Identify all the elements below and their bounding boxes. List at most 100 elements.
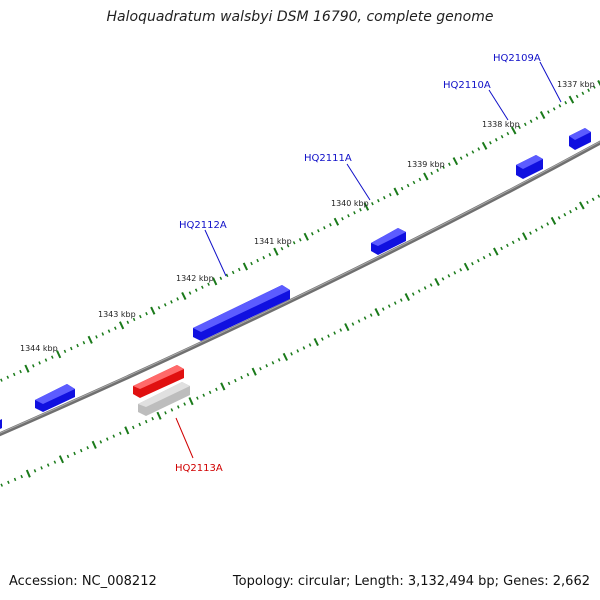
minor-tick — [95, 335, 98, 339]
major-tick — [374, 308, 380, 317]
gene-hq2112a[interactable] — [193, 285, 290, 341]
minor-tick — [341, 217, 344, 221]
gene-hq2111a[interactable] — [371, 228, 406, 255]
minor-tick — [183, 402, 186, 406]
minor-tick — [476, 258, 480, 263]
minor-tick — [597, 194, 600, 198]
minor-tick — [500, 246, 503, 251]
minor-tick — [557, 216, 561, 220]
major-tick — [212, 277, 218, 286]
minor-tick — [208, 390, 212, 395]
major-tick — [24, 364, 30, 373]
minor-tick — [194, 288, 198, 292]
minor-tick — [139, 314, 142, 319]
major-tick — [242, 262, 249, 271]
minor-tick — [82, 341, 86, 345]
major-tick — [220, 382, 226, 391]
minor-tick — [163, 303, 167, 307]
minor-tick — [540, 225, 544, 229]
minor-tick — [145, 311, 148, 316]
gene-label-hq2113a[interactable]: HQ2113A — [175, 463, 223, 474]
minor-tick — [482, 255, 486, 260]
gene-label-hq2112a[interactable]: HQ2112A — [179, 220, 227, 231]
minor-tick — [144, 419, 148, 424]
minor-tick — [382, 195, 386, 200]
minor-tick — [430, 171, 434, 176]
minor-tick — [353, 211, 356, 215]
major-tick — [404, 293, 410, 302]
minor-tick — [529, 231, 532, 235]
minor-tick — [563, 213, 567, 217]
minor-tick — [357, 319, 361, 323]
gene-unlabeled-left[interactable] — [35, 384, 75, 412]
minor-tick — [290, 352, 293, 356]
minor-tick — [215, 387, 218, 392]
minor-tick — [259, 367, 262, 371]
minor-tick — [591, 197, 595, 201]
minor-tick — [280, 246, 284, 251]
minor-tick — [126, 320, 130, 325]
inner-tick-track — [0, 194, 600, 487]
gene-label-hq2109a[interactable]: HQ2109A — [493, 53, 541, 64]
minor-tick — [234, 378, 237, 383]
major-tick — [313, 337, 319, 347]
major-tick — [91, 440, 97, 449]
ruler-label: 1343 kbp — [98, 310, 136, 319]
minor-tick — [202, 393, 206, 397]
gene-label-hq2110a[interactable]: HQ2110A — [443, 80, 491, 91]
minor-tick — [575, 94, 579, 99]
major-tick — [25, 469, 31, 478]
minor-tick — [308, 343, 312, 347]
ruler-label: 1341 kbp — [254, 237, 292, 246]
ruler-label: 1344 kbp — [20, 344, 58, 353]
minor-tick — [586, 200, 589, 205]
major-tick — [181, 291, 187, 301]
gene-hq2113a[interactable] — [133, 365, 184, 398]
minor-tick — [511, 240, 515, 245]
major-tick — [423, 172, 429, 181]
minor-tick — [564, 101, 568, 105]
accession-text: Accession: NC_008212 — [9, 574, 157, 589]
minor-tick — [529, 119, 533, 123]
minor-tick — [423, 286, 427, 290]
minor-tick — [448, 162, 451, 166]
minor-tick — [412, 180, 416, 185]
major-tick — [58, 455, 65, 464]
minor-tick — [459, 268, 463, 272]
minor-tick — [592, 85, 596, 89]
gene-label-hq2111a[interactable]: HQ2111A — [304, 153, 352, 164]
minor-tick — [339, 328, 343, 332]
genome-backbone-highlight — [0, 141, 600, 434]
major-tick — [539, 111, 546, 120]
minor-tick — [225, 273, 229, 278]
genome-backbone — [0, 140, 600, 437]
label-leader-lines — [175, 61, 562, 459]
minor-tick — [534, 228, 538, 232]
major-tick — [273, 247, 279, 256]
gene-hq2110a[interactable] — [516, 155, 543, 179]
gene-edge-fragment[interactable] — [0, 419, 2, 429]
minor-tick — [38, 361, 41, 365]
map-title: Haloquadratum walsbyi DSM 16790, complet… — [106, 9, 494, 25]
major-tick — [493, 247, 499, 256]
ruler-label: 1340 kbp — [331, 199, 369, 208]
gene-hq2109a[interactable] — [569, 128, 591, 150]
ruler-label: 1338 kbp — [482, 120, 520, 129]
minor-tick — [271, 361, 275, 365]
minor-tick — [44, 358, 48, 362]
minor-tick — [138, 422, 142, 427]
minor-tick — [73, 451, 76, 456]
major-tick — [344, 323, 350, 332]
major-tick — [303, 232, 309, 241]
gene-hq2113a-shadow — [138, 382, 190, 416]
minor-tick — [517, 237, 521, 241]
minor-tick — [119, 431, 122, 435]
minor-tick — [246, 372, 250, 377]
minor-tick — [359, 208, 362, 212]
minor-tick — [321, 337, 324, 341]
minor-tick — [164, 411, 167, 415]
minor-tick — [411, 292, 415, 296]
major-tick — [463, 262, 470, 271]
minor-tick — [400, 186, 404, 191]
